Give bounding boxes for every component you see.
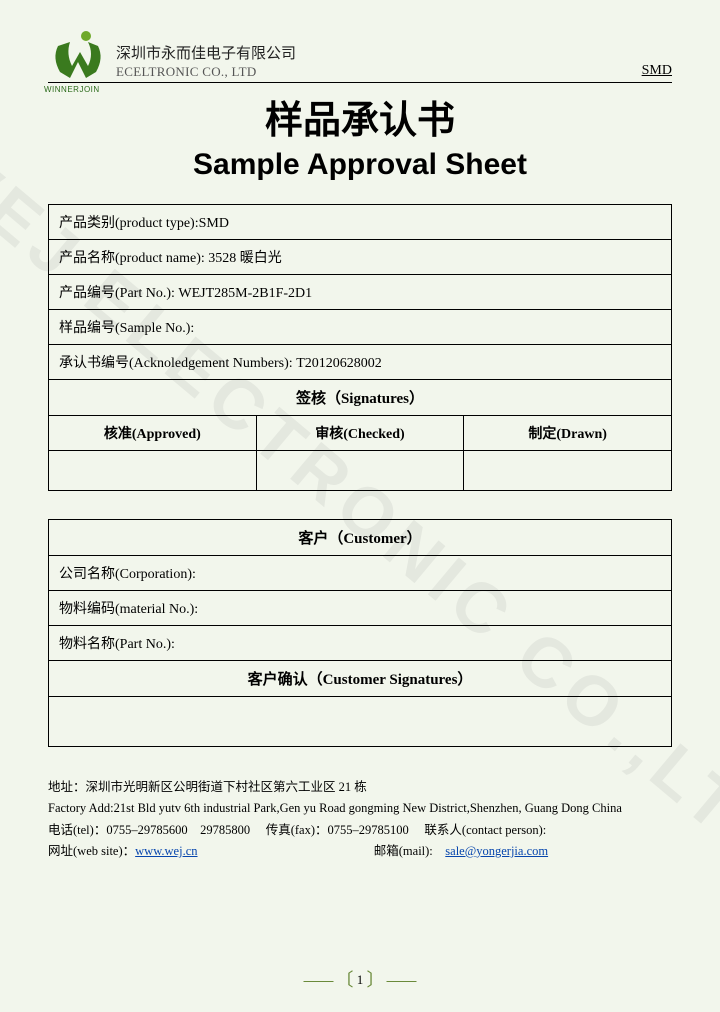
sample-no-row: 样品编号(Sample No.): [49, 310, 672, 345]
customer-sig-header: 客户确认（Customer Signatures） [49, 661, 672, 697]
page-number: 〔 1 〕 [302, 966, 419, 992]
customer-partno-row: 物料名称(Part No.): [49, 626, 672, 661]
approved-header: 核准(Approved) [49, 416, 257, 451]
contact-line: 电话(tel)：0755–29785600 29785800 传真(fax)：0… [48, 820, 672, 841]
website-link[interactable]: www.wej.cn [135, 844, 197, 858]
drawn-header: 制定(Drawn) [464, 416, 672, 451]
logo: WINNERJOIN [48, 28, 108, 80]
ack-no-row: 承认书编号(Acknoledgement Numbers): T20120628… [49, 345, 672, 380]
title-en: Sample Approval Sheet [48, 148, 672, 182]
drawn-cell [464, 451, 672, 491]
footer-info: 地址：深圳市光明新区公明街道下村社区第六工业区 21 栋 Factory Add… [48, 777, 672, 862]
address-en: Factory Add:21st Bld yutv 6th industrial… [48, 798, 672, 819]
product-type-row: 产品类别(product type):SMD [49, 205, 672, 240]
logo-tagline: WINNERJOIN [44, 85, 100, 94]
web-line: 网址(web site)：www.wej.cn 邮箱(mail): sale@y… [48, 841, 672, 862]
email-link[interactable]: sale@yongerjia.com [445, 844, 548, 858]
part-no-row: 产品编号(Part No.): WEJT285M-2B1F-2D1 [49, 275, 672, 310]
customer-sig-cell [49, 697, 672, 747]
customer-table: 客户（Customer） 公司名称(Corporation): 物料编码(mat… [48, 519, 672, 747]
address-cn: 地址：深圳市光明新区公明街道下村社区第六工业区 21 栋 [48, 777, 672, 798]
signatures-header: 签核（Signatures） [49, 380, 672, 416]
product-table: 产品类别(product type):SMD 产品名称(product name… [48, 204, 672, 491]
company-name-en: ECELTRONIC CO., LTD [116, 64, 642, 80]
header-right-label: SMD [642, 63, 672, 80]
header-bar: WINNERJOIN 深圳市永而佳电子有限公司 ECELTRONIC CO., … [48, 28, 672, 83]
material-no-row: 物料编码(material No.): [49, 591, 672, 626]
company-name-cn: 深圳市永而佳电子有限公司 [116, 42, 642, 63]
title-cn: 样品承认书 [48, 89, 672, 144]
checked-header: 审核(Checked) [256, 416, 464, 451]
checked-cell [256, 451, 464, 491]
product-name-row: 产品名称(product name): 3528 暖白光 [49, 240, 672, 275]
corporation-row: 公司名称(Corporation): [49, 556, 672, 591]
approved-cell [49, 451, 257, 491]
customer-header: 客户（Customer） [49, 520, 672, 556]
